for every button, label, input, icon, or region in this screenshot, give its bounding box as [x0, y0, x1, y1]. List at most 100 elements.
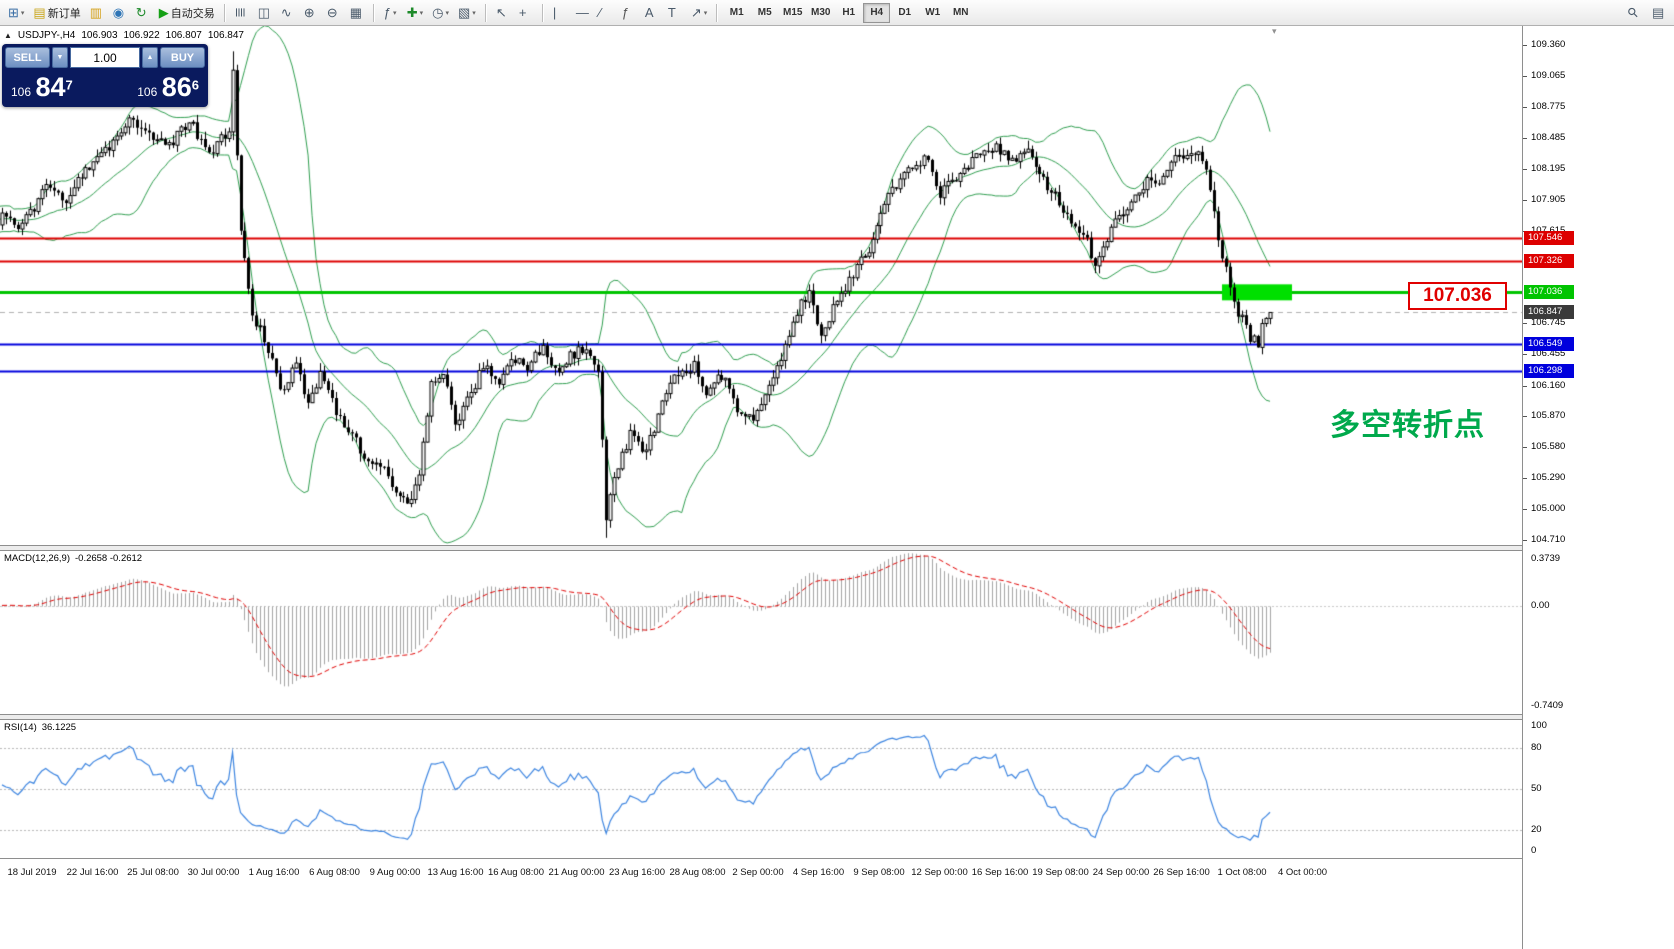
add-indicator-button[interactable]: ✚ ▾ — [403, 2, 427, 24]
sell-button[interactable]: SELL — [5, 47, 50, 68]
arrows-icon: ↗ — [690, 5, 702, 20]
price-tick-mark — [1523, 107, 1527, 108]
timeframe-w1-button[interactable]: W1 — [919, 3, 946, 23]
dropdown-arrow-icon: ▾ — [445, 9, 449, 17]
quote-close: 106.847 — [207, 30, 244, 41]
new-order-button[interactable]: ▤ 新订单 — [29, 2, 84, 24]
volume-input[interactable] — [70, 47, 140, 68]
timeframe-d1-button[interactable]: D1 — [891, 3, 918, 23]
rsi-axis-label: 100 — [1531, 720, 1547, 731]
price-tick-label: 109.360 — [1531, 38, 1566, 50]
buy-price-display[interactable]: 106 866 — [137, 74, 199, 101]
time-tick-label: 28 Aug 08:00 — [669, 867, 726, 878]
timeframe-h4-button[interactable]: H4 — [863, 2, 891, 23]
candlestick-chart-button[interactable]: ◫ — [254, 2, 276, 24]
bid-price-tag: 106.847 — [1524, 305, 1574, 320]
timeframe-mn-button[interactable]: MN — [947, 3, 974, 23]
text-label-icon: T — [667, 5, 676, 20]
timeframe-m5-button[interactable]: M5 — [751, 3, 778, 23]
rsi-name: RSI(14) — [4, 722, 37, 733]
toolbar: ⊞ ▾ ▤ 新订单 ▥ ◉ ↻ ▶ 自动交易 ≣ ◫ ∿ ⊕ ⊖ ▦ ƒ ▾ ✚ ▾ ◷ ▾ ▧ ▾ ↖ + | — ∕ ƒ A T ↗ ▾ M1… — [0, 0, 1674, 26]
data-window-icon: ◉ — [112, 5, 125, 20]
macd-panel-canvas[interactable] — [0, 551, 1522, 714]
time-tick-label: 25 Jul 08:00 — [127, 867, 179, 878]
timeframe-h1-button[interactable]: H1 — [835, 3, 862, 23]
price-tick-mark — [1523, 323, 1527, 324]
time-tick-label: 21 Aug 00:00 — [548, 867, 605, 878]
dropdown-arrow-icon: ▾ — [392, 9, 397, 17]
templates-button[interactable]: ▧ ▾ — [454, 2, 480, 24]
toolbar-separator — [716, 3, 719, 22]
auto-trading-icon: ▶ — [158, 5, 169, 20]
auto-trading-button[interactable]: ▶ 自动交易 — [155, 2, 219, 24]
dropdown-arrow-icon: ▾ — [703, 9, 708, 17]
price-tick-label: 107.615 — [1531, 225, 1565, 237]
time-tick-label: 23 Aug 16:00 — [609, 867, 665, 878]
buy-button[interactable]: BUY — [160, 47, 205, 68]
vertical-line-button[interactable]: | — [549, 2, 571, 24]
time-tick-label: 16 Aug 08:00 — [488, 867, 544, 878]
price-level-tag: 106.549 — [1524, 337, 1574, 352]
price-tick-label: 108.775 — [1531, 101, 1566, 113]
price-tick-label: 109.065 — [1531, 70, 1566, 82]
zoom-in-button[interactable]: ⊕ — [300, 2, 322, 24]
data-window-button[interactable]: ◉ — [109, 2, 131, 24]
main-chart-canvas[interactable] — [0, 26, 1522, 545]
price-tick-mark — [1523, 45, 1527, 46]
price-axis[interactable]: 109.360 109.065 108.775 108.485 108.195 107.9… — [1522, 26, 1674, 949]
time-axis[interactable]: 18 Jul 2019 22 Jul 16:00 25 Jul 08:00 30 Ju… — [0, 858, 1522, 949]
rsi-axis-label: 0 — [1531, 845, 1537, 856]
profiles-button[interactable]: ▥ — [86, 2, 108, 24]
fibonacci-button[interactable]: ƒ — [618, 2, 640, 24]
time-tick-label: 6 Aug 08:00 — [309, 867, 360, 878]
indicators-button[interactable]: ƒ ▾ — [380, 2, 402, 24]
candlestick-chart-icon: ◫ — [257, 5, 271, 20]
timeframe-m1-button[interactable]: M1 — [723, 3, 750, 23]
refresh-button[interactable]: ↻ — [132, 2, 154, 24]
profiles-icon: ▥ — [89, 5, 103, 20]
toolbar-menu-icon: ▤ — [1652, 5, 1665, 20]
trendline-button[interactable]: ∕ — [595, 2, 617, 24]
periods-button[interactable]: ◷ ▾ — [428, 2, 453, 24]
sell-price-display[interactable]: 106 847 — [11, 74, 73, 101]
trade-panel-toggle-icon[interactable]: ▲ — [4, 31, 12, 40]
line-chart-button[interactable]: ∿ — [277, 2, 299, 24]
crosshair-button[interactable]: + — [515, 2, 537, 24]
new-order-label: 新订单 — [47, 7, 81, 20]
panel-resize-handle[interactable] — [0, 714, 1674, 720]
price-tick-label: 106.160 — [1531, 379, 1566, 391]
time-tick-label: 22 Jul 16:00 — [66, 867, 119, 878]
toolbar-menu-button[interactable]: ▤ — [1648, 2, 1670, 24]
panel-resize-handle[interactable] — [0, 545, 1674, 551]
line-chart-icon: ∿ — [280, 5, 292, 20]
text-button[interactable]: A — [641, 2, 663, 24]
rsi-panel-canvas[interactable] — [0, 720, 1522, 858]
tile-windows-button[interactable]: ▦ — [346, 2, 368, 24]
timeframe-m15-button[interactable]: M15 — [779, 3, 806, 23]
templates-icon: ▧ — [458, 5, 471, 20]
new-chart-button[interactable]: ⊞ ▾ — [4, 2, 28, 24]
arrows-button[interactable]: ↗ ▾ — [687, 2, 711, 24]
dropdown-arrow-icon: ▾ — [20, 9, 25, 17]
cursor-button[interactable]: ↖ — [492, 2, 514, 24]
macd-name: MACD(12,26,9) — [4, 553, 70, 564]
price-tick-label: 107.905 — [1531, 193, 1566, 205]
time-tick-label: 18 Jul 2019 — [7, 867, 57, 878]
time-tick-label: 1 Aug 16:00 — [248, 867, 300, 878]
price-tick-mark — [1523, 138, 1527, 139]
volume-increase-button[interactable]: ▲ — [142, 47, 158, 68]
volume-decrease-button[interactable]: ▼ — [52, 47, 68, 68]
timeframe-m30-button[interactable]: M30 — [807, 3, 834, 23]
chart-shift-marker-icon[interactable]: ▾ — [1272, 26, 1277, 36]
text-label-button[interactable]: T — [664, 2, 686, 24]
bar-chart-button[interactable]: ≣ — [231, 2, 253, 24]
quick-search-button[interactable]: ⚲ — [1624, 2, 1646, 24]
price-tick-mark — [1523, 540, 1527, 541]
price-tick-label: 105.580 — [1531, 441, 1566, 453]
quick-search-icon: ⚲ — [1624, 3, 1642, 22]
price-alert-label[interactable]: 107.036 — [1408, 282, 1507, 310]
vertical-line-icon: | — [552, 5, 557, 20]
horizontal-line-button[interactable]: — — [572, 2, 594, 24]
zoom-out-button[interactable]: ⊖ — [323, 2, 345, 24]
crosshair-icon: + — [518, 5, 527, 20]
